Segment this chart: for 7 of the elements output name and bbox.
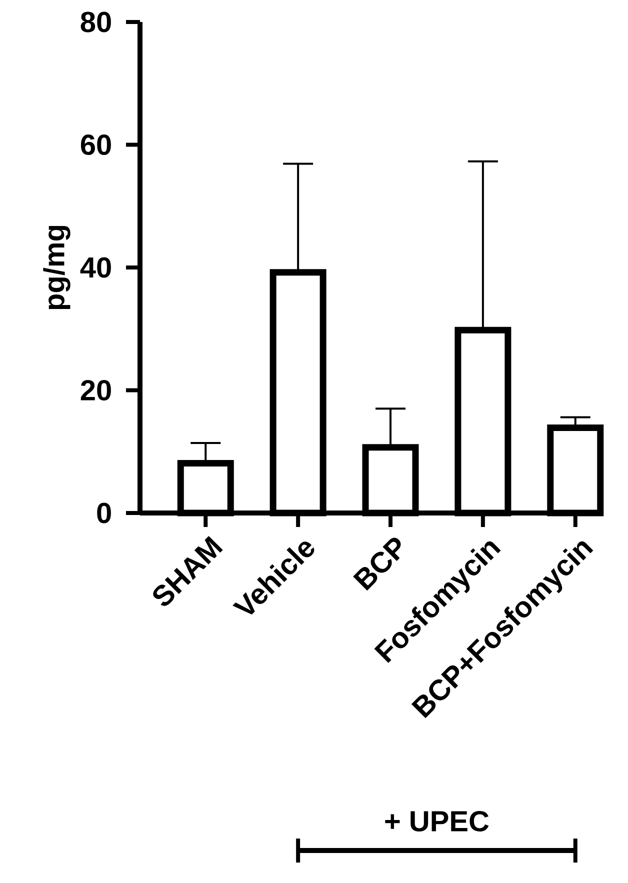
y-tick-label: 80 [80, 12, 111, 32]
text: + UPEC [385, 810, 489, 832]
y-axis-title: pg/mg [43, 226, 70, 310]
y-tick-label: 60 [80, 134, 111, 156]
y-tick-label: 40 [80, 257, 111, 278]
y-tick-label: 0 [97, 502, 111, 524]
y-tick-label: 20 [80, 380, 111, 401]
